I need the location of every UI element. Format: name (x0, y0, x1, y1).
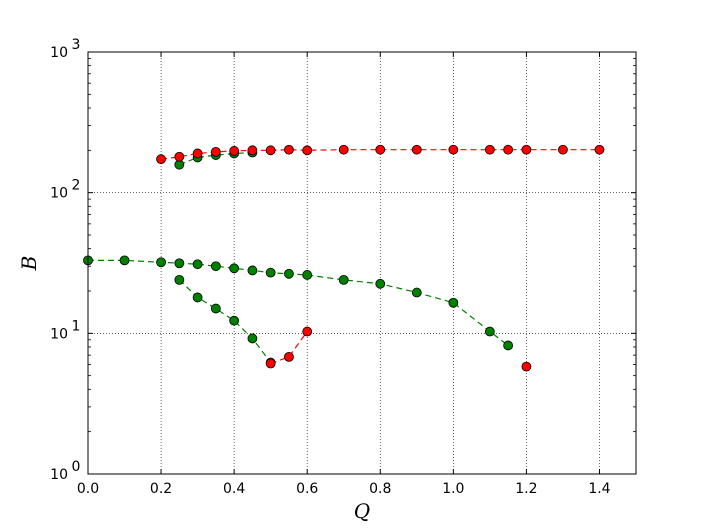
y-tick-label: 10 (50, 45, 68, 61)
data-point (156, 257, 166, 268)
data-point (448, 297, 459, 308)
series-4 (265, 326, 313, 369)
x-tick-label: 0.8 (369, 481, 391, 497)
data-point (284, 144, 294, 155)
data-point (192, 292, 203, 303)
x-tick-label: 0.6 (296, 481, 318, 497)
data-point (174, 258, 185, 269)
data-point (338, 274, 349, 285)
data-point (302, 145, 313, 156)
series-5 (521, 361, 532, 372)
data-point (192, 259, 203, 270)
data-point (247, 145, 258, 156)
plot-frame (87, 51, 637, 475)
series-line (179, 151, 253, 166)
x-tick-label: 0.0 (77, 481, 99, 497)
data-point (448, 144, 459, 155)
data-point (338, 144, 349, 155)
y-tick-exponent: 0 (72, 459, 81, 475)
series-line (88, 259, 509, 346)
data-point (229, 315, 240, 326)
data-point (247, 333, 258, 344)
series-2 (83, 255, 514, 351)
series-layer (83, 144, 605, 372)
data-point (503, 144, 514, 155)
x-axis-label: Q (354, 499, 370, 523)
y-tick-exponent: 1 (72, 318, 81, 334)
data-point (484, 144, 495, 155)
series-line (270, 331, 308, 365)
x-tick-label: 1.0 (442, 481, 464, 497)
data-point (558, 144, 568, 155)
series-3 (174, 274, 276, 368)
data-point (484, 326, 495, 337)
data-point (411, 144, 422, 155)
data-point (265, 145, 276, 156)
data-point (521, 361, 532, 372)
y-tick-label: 10 (50, 467, 68, 483)
series-line (178, 279, 272, 363)
x-tick-label: 1.4 (588, 481, 610, 497)
y-axis-label: B (17, 256, 41, 272)
data-point (411, 287, 422, 298)
x-tick-label: 0.4 (223, 481, 245, 497)
data-point (302, 270, 313, 280)
data-point (210, 303, 221, 314)
y-tick-label: 10 (50, 186, 68, 202)
data-point (229, 146, 240, 156)
data-point (302, 326, 313, 337)
data-point (156, 154, 166, 165)
data-point (265, 267, 276, 278)
data-point (192, 148, 203, 159)
data-point (375, 278, 386, 289)
data-point (119, 255, 130, 266)
series-1 (156, 144, 605, 165)
x-tick-label: 1.2 (515, 481, 537, 497)
data-point (265, 358, 276, 369)
y-tick-exponent: 2 (72, 178, 81, 194)
y-tick-label: 10 (50, 326, 68, 342)
data-point (210, 261, 221, 272)
data-point (247, 265, 258, 276)
data-point (174, 151, 185, 162)
data-point (210, 146, 221, 157)
data-point (174, 274, 185, 285)
data-point (284, 351, 294, 362)
data-point (229, 263, 240, 274)
data-point (375, 144, 386, 155)
y-tick-exponent: 3 (72, 37, 81, 53)
data-point (284, 268, 294, 279)
data-point (594, 144, 605, 155)
x-tick-label: 0.2 (150, 481, 172, 497)
data-point (521, 144, 532, 155)
data-point (503, 340, 514, 351)
